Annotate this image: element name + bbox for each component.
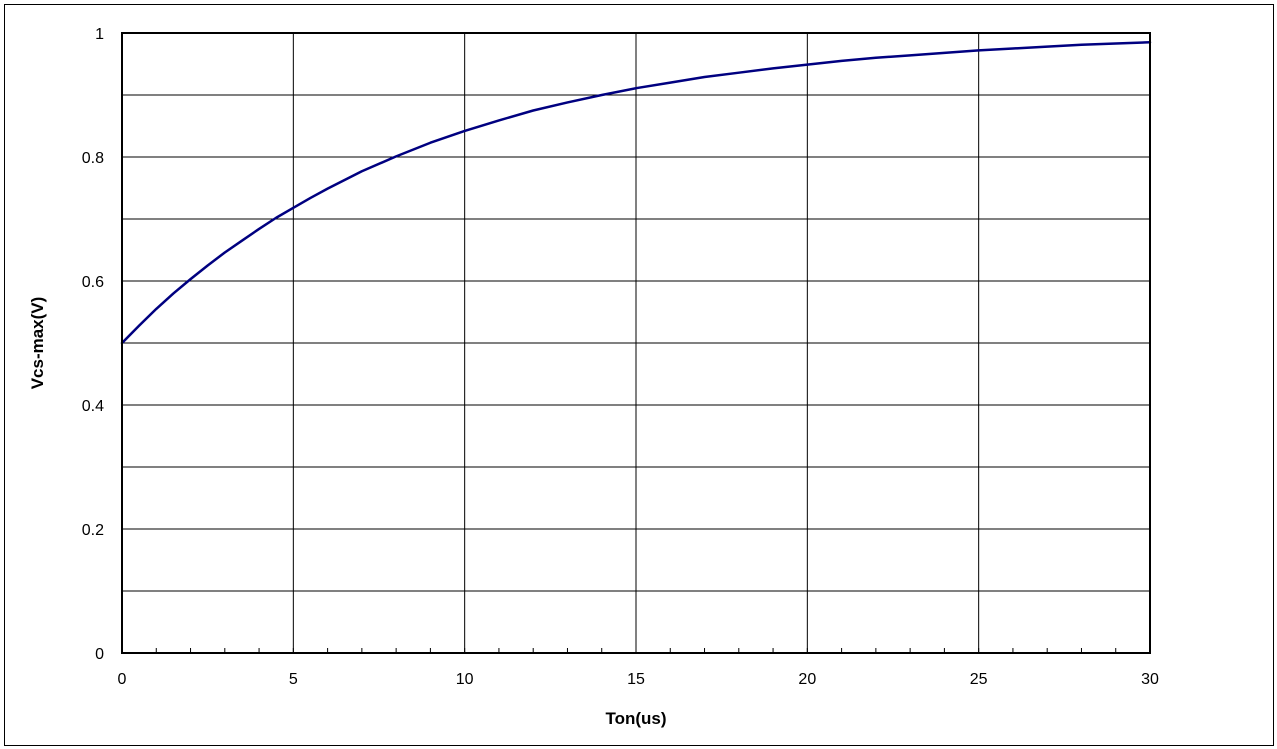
x-axis-ticks: 0 5 10 15 20 25 30 <box>118 671 1159 688</box>
y-tick-label: 0.4 <box>82 398 104 415</box>
chart-frame: 0 5 10 15 20 25 30 0 0.2 0.4 0.6 0.8 1 Ton(us) Vcs-… <box>4 4 1274 746</box>
y-axis-ticks: 0 0.2 0.4 0.6 0.8 1 <box>82 26 104 663</box>
x-axis-title: Ton(us) <box>605 709 666 728</box>
plot-area-border <box>121 32 1151 654</box>
x-tick-label: 0 <box>118 671 127 688</box>
x-tick-label: 30 <box>1141 671 1159 688</box>
line-chart: 0 5 10 15 20 25 30 0 0.2 0.4 0.6 0.8 1 Ton(us) Vcs-… <box>28 26 1159 728</box>
grid-layer <box>122 33 1150 653</box>
x-tick-label: 5 <box>289 671 298 688</box>
y-tick-label: 1 <box>95 26 104 43</box>
y-tick-label: 0.2 <box>82 522 104 539</box>
y-axis-title: Vcs-max(V) <box>28 297 47 390</box>
x-tick-label: 15 <box>627 671 645 688</box>
series-line-0 <box>120 41 1152 345</box>
y-tick-label: 0 <box>95 646 104 663</box>
series-layer <box>120 41 1152 345</box>
x-tick-label: 10 <box>456 671 474 688</box>
y-tick-label: 0.6 <box>82 274 104 291</box>
y-tick-label: 0.8 <box>82 150 104 167</box>
x-tick-label: 25 <box>970 671 988 688</box>
x-tick-label: 20 <box>798 671 816 688</box>
